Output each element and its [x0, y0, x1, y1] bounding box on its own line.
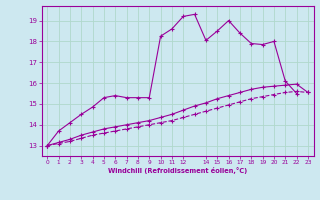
X-axis label: Windchill (Refroidissement éolien,°C): Windchill (Refroidissement éolien,°C) [108, 167, 247, 174]
